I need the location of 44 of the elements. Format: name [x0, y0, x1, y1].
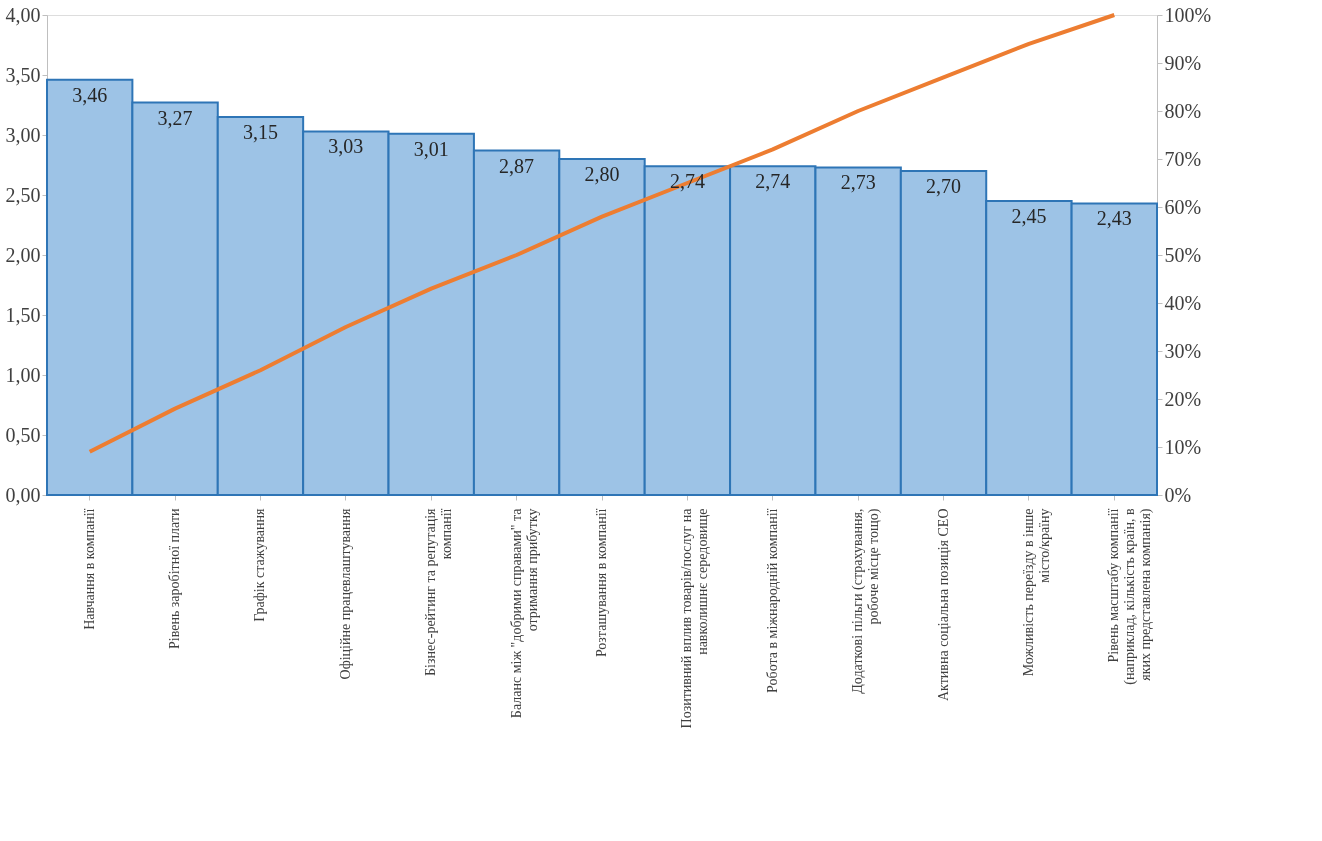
- x-tick-label: Робота в міжнародній компанії: [764, 508, 780, 693]
- y2-tick-label: 10%: [1164, 435, 1202, 458]
- y-tick-label: 2,50: [5, 183, 41, 206]
- data-label: 3,03: [328, 135, 364, 158]
- x-tick-label: Офіційне працевлаштування: [337, 507, 353, 680]
- x-tick-label: Навчання в компанії: [81, 508, 97, 630]
- y2-tick-label: 40%: [1164, 291, 1202, 314]
- y-tick-label: 1,00: [5, 363, 41, 386]
- y2-tick-label: 30%: [1164, 339, 1202, 362]
- y-tick-label: 3,00: [5, 123, 41, 146]
- y2-tick-label: 50%: [1164, 243, 1202, 266]
- data-label: 3,15: [242, 121, 278, 143]
- data-label: 2,45: [1011, 205, 1047, 227]
- x-tick-label: Рівень заробітної плати: [167, 508, 183, 649]
- data-label: 2,43: [1096, 207, 1132, 230]
- x-tick-label: Розташування в компанії: [594, 508, 609, 658]
- y-tick-label: 0,50: [5, 423, 41, 446]
- y-tick-label: 4,00: [5, 3, 41, 26]
- y2-tick-label: 20%: [1164, 387, 1202, 410]
- y2-tick-label: 70%: [1164, 147, 1202, 170]
- x-tick-label: Рівень масштабу компанії (наприклад, кількість країн, в яких представлена компанія): [1106, 508, 1155, 685]
- data-label: 2,87: [499, 154, 535, 177]
- y-tick-label: 3,50: [5, 63, 41, 86]
- x-tick-label: Можливість переїзду в інше місто/країну: [1020, 508, 1052, 677]
- y2-tick-label: 80%: [1164, 99, 1202, 122]
- data-label: 2,73: [840, 171, 876, 194]
- y2-tick-label: 100%: [1164, 3, 1212, 26]
- y-tick-label: 0,00: [5, 483, 41, 506]
- x-tick-label: Активна соціальна позиція CEO: [935, 508, 951, 701]
- data-label: 3,01: [413, 137, 449, 160]
- x-tick-label: Графік стажування: [252, 507, 268, 622]
- data-label: 2,80: [584, 163, 620, 185]
- y2-tick-label: 90%: [1164, 51, 1202, 74]
- data-label: 2,74: [755, 170, 791, 193]
- data-label: 3,46: [72, 83, 108, 106]
- x-tick-label: Додаткові пільги (страхування, робоче місце тощо): [850, 508, 883, 694]
- y2-tick-label: 0%: [1164, 483, 1192, 506]
- x-tick-label: Бізнес-рейтинг та репутація компанії: [423, 507, 455, 676]
- y-tick-label: 2,00: [5, 243, 41, 266]
- x-tick-label: Позитивний вплив товарів/послуг на навколишнє середовище: [679, 507, 711, 729]
- y-tick-label: 1,50: [5, 303, 41, 326]
- y2-tick-label: 60%: [1164, 195, 1202, 218]
- data-label: 3,27: [157, 106, 193, 129]
- data-label: 2,70: [926, 175, 962, 197]
